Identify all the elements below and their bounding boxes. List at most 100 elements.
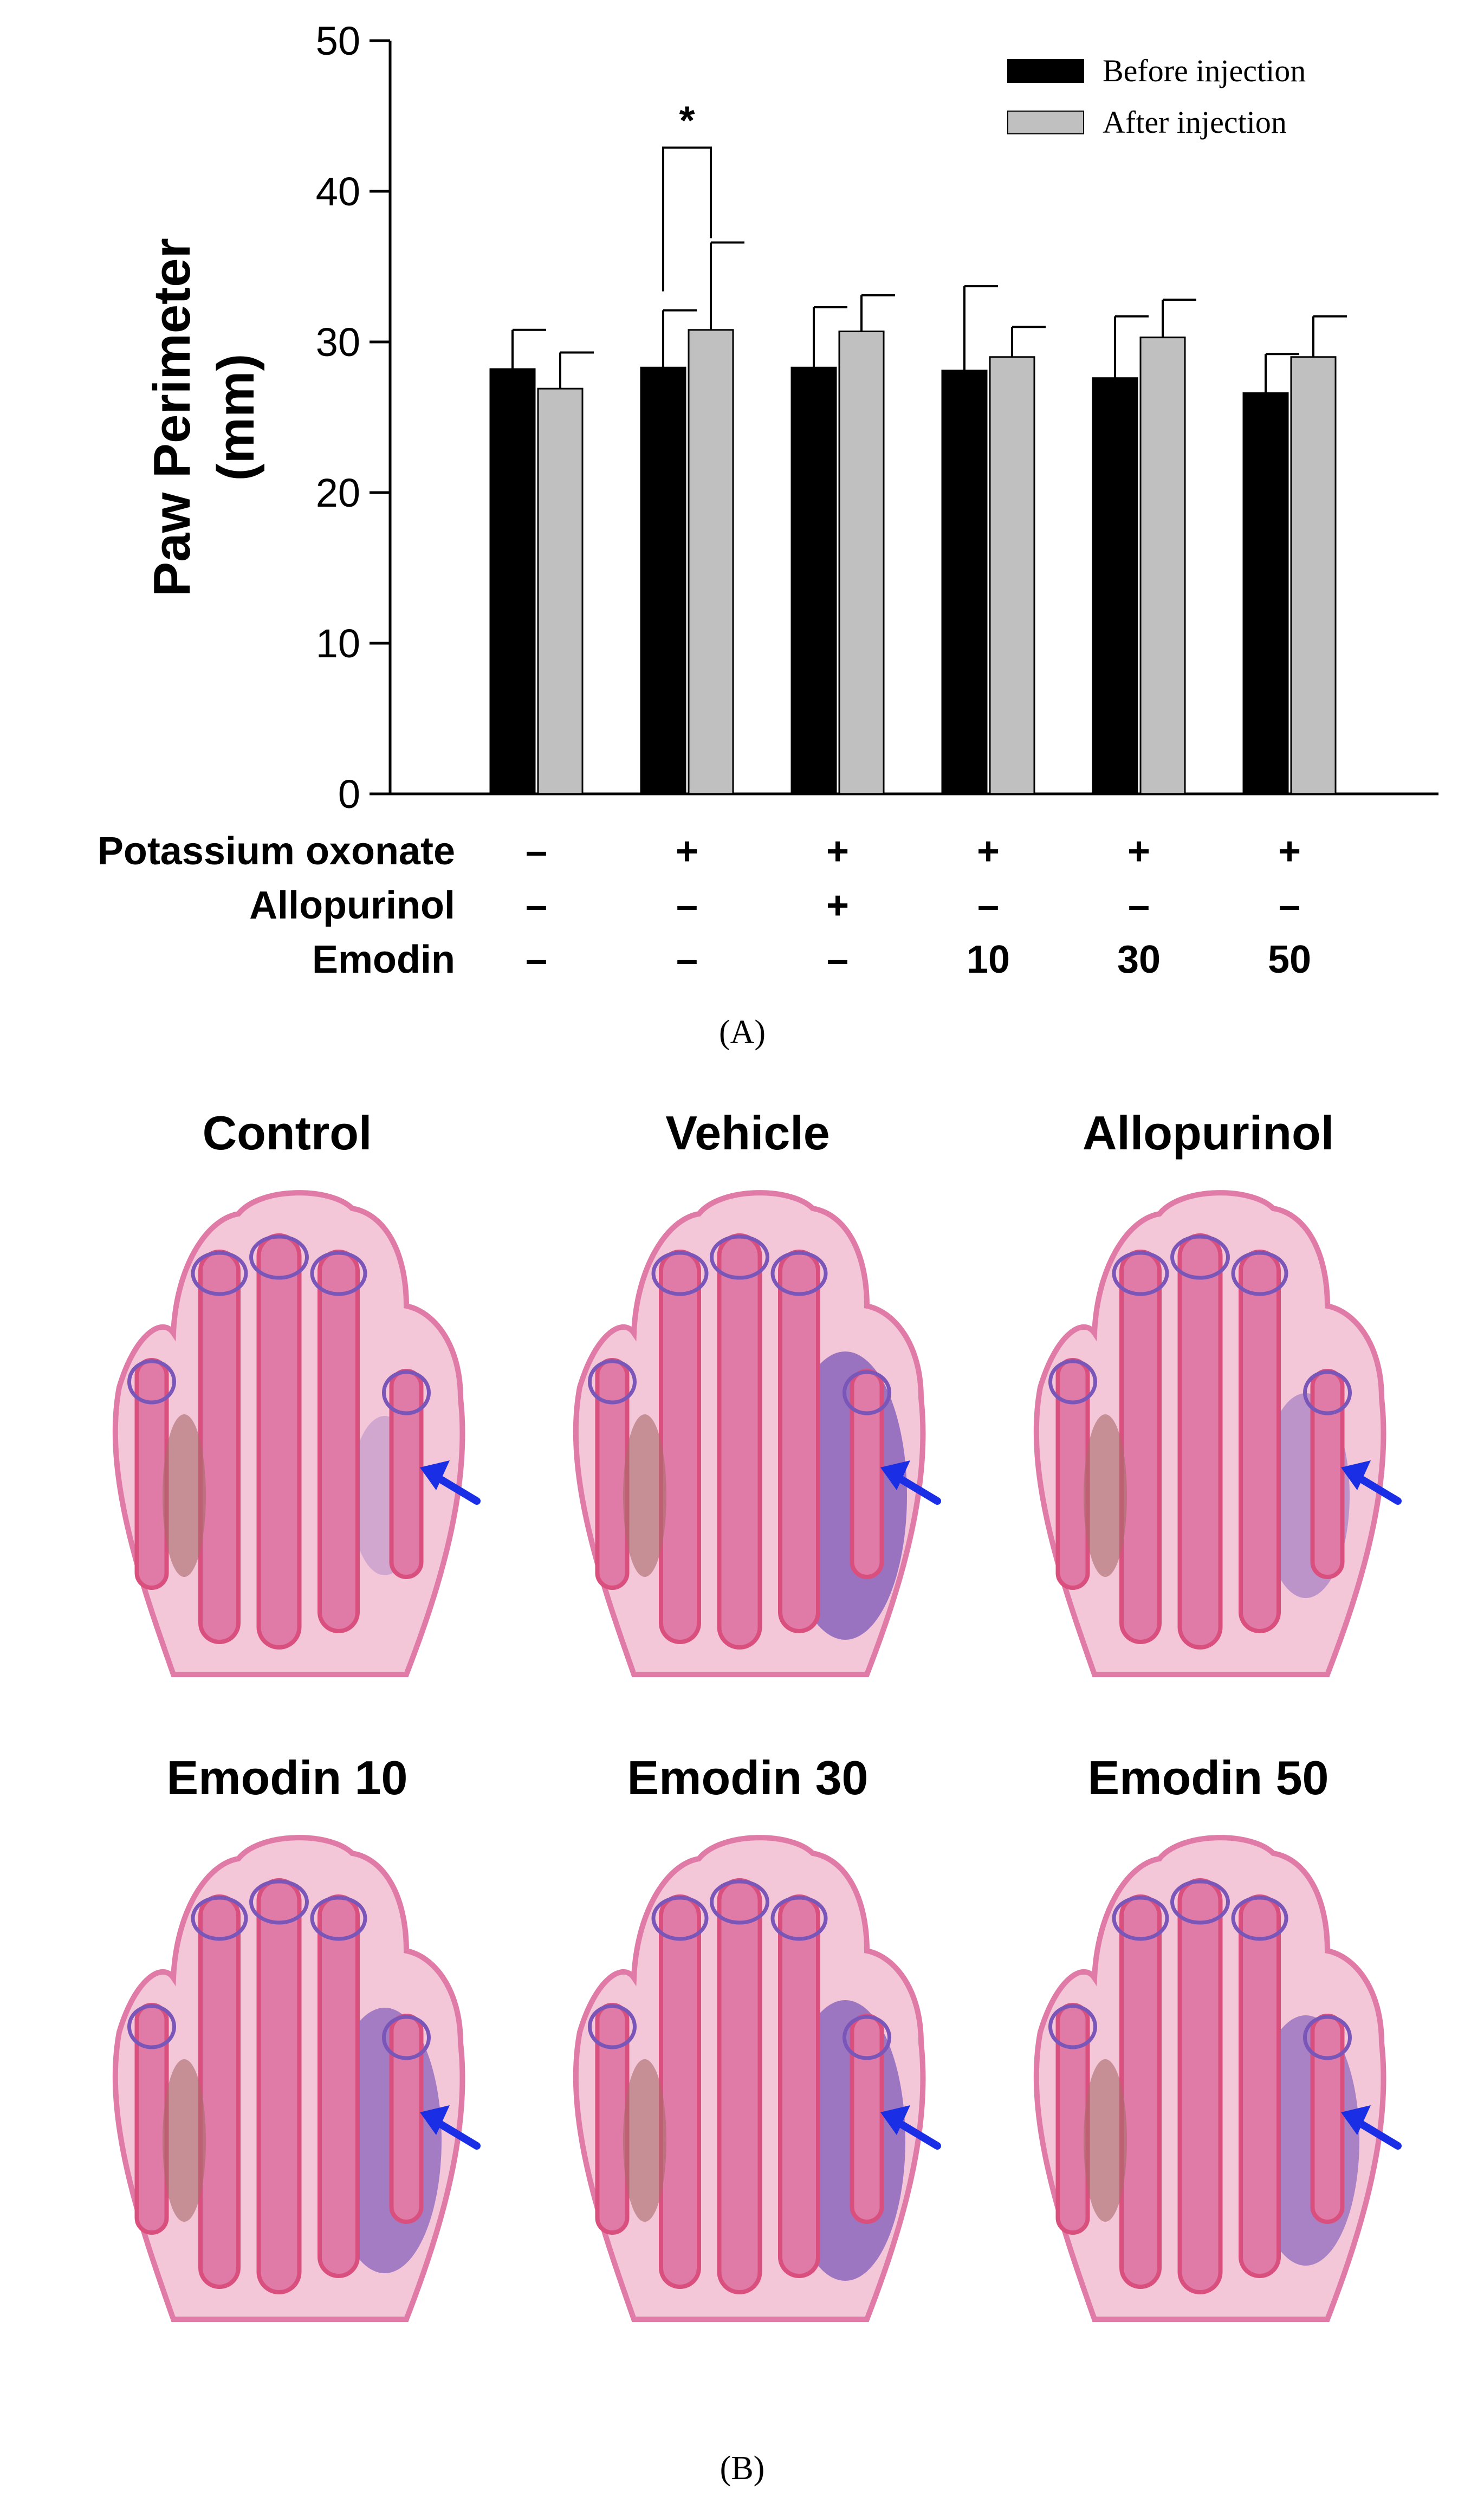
treatment-value: + bbox=[676, 830, 698, 873]
histology-tile: Emodin 50 bbox=[1002, 1750, 1414, 2346]
legend-swatch bbox=[1007, 59, 1084, 83]
bar bbox=[1092, 377, 1138, 795]
joint bbox=[843, 2015, 891, 2060]
digit-bone bbox=[1055, 2003, 1090, 2235]
histology-tile-title: Emodin 30 bbox=[627, 1751, 869, 1804]
digit-bone bbox=[134, 1358, 169, 1590]
joint bbox=[249, 1879, 309, 1925]
legend-label: After injection bbox=[1103, 105, 1287, 140]
digit-bone bbox=[317, 1894, 360, 2278]
muscle-tissue bbox=[623, 2059, 666, 2222]
panel-a-label: (A) bbox=[718, 1014, 766, 1051]
legend-swatch bbox=[1007, 111, 1084, 134]
muscle-tissue bbox=[163, 2059, 206, 2222]
digit-bone bbox=[595, 1358, 630, 1590]
treatment-label: Potassium oxonate bbox=[98, 830, 455, 873]
y-tick-label: 40 bbox=[316, 169, 360, 214]
histology-tile-title: Vehicle bbox=[665, 1106, 830, 1160]
bar bbox=[489, 368, 536, 795]
histology-tile-title: Control bbox=[202, 1106, 372, 1160]
bar bbox=[1290, 356, 1337, 795]
treatment-value: + bbox=[826, 884, 849, 927]
joint bbox=[1303, 1370, 1352, 1415]
digit-bone bbox=[198, 1894, 241, 2289]
treatment-value: 50 bbox=[1268, 938, 1311, 981]
panel-b-label: (B) bbox=[720, 2450, 765, 2487]
joint bbox=[1170, 1234, 1230, 1280]
y-tick-label: 10 bbox=[316, 621, 360, 666]
joint bbox=[1231, 1896, 1288, 1941]
joint bbox=[127, 2004, 176, 2049]
digit-bone bbox=[717, 1878, 762, 2294]
digit-bone bbox=[1119, 1894, 1162, 2289]
treatment-value: + bbox=[977, 830, 1000, 873]
joint bbox=[770, 1896, 828, 1941]
joint bbox=[843, 1370, 891, 1415]
y-axis-label-line2: (mm) bbox=[207, 354, 265, 481]
joint bbox=[127, 1359, 176, 1405]
digit-bone bbox=[1177, 1878, 1223, 2294]
joint bbox=[1112, 1896, 1169, 1941]
joint bbox=[191, 1896, 248, 1941]
joint bbox=[1303, 2015, 1352, 2060]
paw-section-image bbox=[112, 1190, 481, 1677]
arrow-shaft bbox=[1353, 2118, 1402, 2150]
arrow-icon bbox=[880, 1460, 910, 1490]
joint bbox=[382, 1370, 431, 1415]
digit-bone bbox=[659, 1250, 701, 1644]
digit-bone bbox=[1119, 1250, 1162, 1644]
joint bbox=[310, 1896, 367, 1941]
muscle-tissue bbox=[1084, 2059, 1127, 2222]
joint bbox=[651, 1896, 709, 1941]
arrow-shaft bbox=[1353, 1473, 1402, 1505]
bar-chart: 0 10 20 30 40 50 Paw Perimeter (mm) * Before inje… bbox=[98, 18, 1438, 981]
digit-bone bbox=[134, 2003, 169, 2235]
treatment-value: 30 bbox=[1117, 938, 1161, 981]
joint bbox=[710, 1234, 769, 1280]
histology-tile: Emodin 30 bbox=[542, 1750, 954, 2346]
joint bbox=[1231, 1251, 1288, 1296]
arrow-shaft bbox=[432, 1473, 481, 1505]
arrow-icon bbox=[1341, 1460, 1371, 1490]
y-tick-label: 30 bbox=[316, 320, 360, 365]
bar bbox=[688, 329, 734, 795]
treatment-label: Emodin bbox=[312, 938, 455, 981]
y-tick-label: 50 bbox=[316, 18, 360, 63]
bar bbox=[537, 387, 584, 795]
paw-section-image bbox=[112, 1835, 481, 2322]
joint bbox=[770, 1251, 828, 1296]
muscle-tissue bbox=[1084, 1414, 1127, 1577]
joint bbox=[1170, 1879, 1230, 1925]
digit-bone bbox=[1055, 1358, 1090, 1590]
histology-tile: Allopurinol bbox=[1002, 1105, 1414, 1702]
digit-bone bbox=[256, 1878, 302, 2294]
digit-bone bbox=[778, 1250, 820, 1633]
joint bbox=[1048, 2004, 1097, 2049]
histology-tile-title: Emodin 50 bbox=[1087, 1751, 1329, 1804]
arrow-shaft bbox=[893, 1473, 941, 1505]
joint bbox=[588, 2004, 637, 2049]
treatment-value: – bbox=[1279, 884, 1300, 927]
arrow-icon bbox=[1341, 2105, 1371, 2135]
bar bbox=[790, 366, 837, 795]
y-tick-label: 20 bbox=[316, 470, 360, 515]
treatment-value: – bbox=[526, 938, 547, 981]
digit-bone bbox=[595, 2003, 630, 2235]
treatment-value: + bbox=[1278, 830, 1301, 873]
digit-bone bbox=[256, 1233, 302, 1650]
legend-label: Before injection bbox=[1103, 53, 1306, 88]
treatment-value: – bbox=[526, 830, 547, 873]
histology-tile: Control bbox=[81, 1105, 493, 1702]
paw-section-image bbox=[573, 1835, 941, 2322]
histology-tile: Emodin 10 bbox=[81, 1750, 493, 2346]
bar bbox=[640, 366, 686, 795]
histology-tile-title: Allopurinol bbox=[1082, 1106, 1334, 1160]
treatment-value: – bbox=[1128, 884, 1150, 927]
treatment-value: – bbox=[676, 938, 698, 981]
treatment-value: + bbox=[1127, 830, 1150, 873]
paw-section-image bbox=[1033, 1190, 1402, 1677]
muscle-tissue bbox=[623, 1414, 666, 1577]
significance-star: * bbox=[679, 98, 695, 143]
treatment-value: 10 bbox=[967, 938, 1010, 981]
digit-bone bbox=[198, 1250, 241, 1644]
